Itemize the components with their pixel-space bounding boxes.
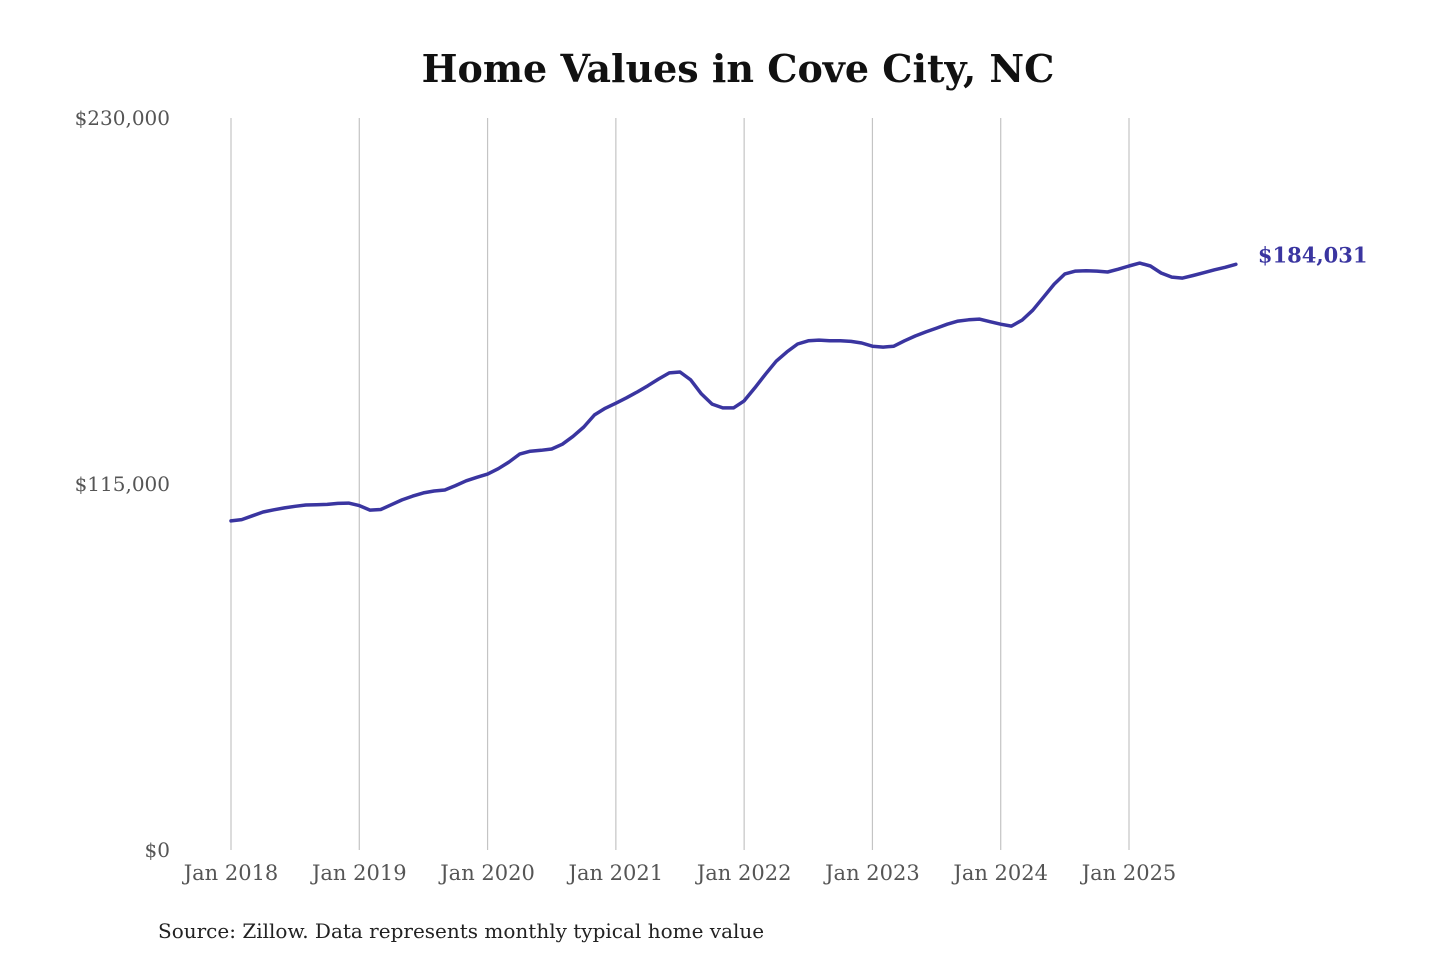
x-tick-label: Jan 2020 [438, 861, 535, 885]
y-tick-label: $115,000 [75, 472, 170, 496]
x-tick-label: Jan 2018 [182, 861, 279, 885]
x-tick-label: Jan 2025 [1080, 861, 1177, 885]
x-tick-label: Jan 2019 [310, 861, 407, 885]
gridlines [230, 118, 1130, 850]
chart-title: Home Values in Cove City, NC [422, 46, 1055, 91]
x-tick-label: Jan 2024 [951, 861, 1048, 885]
end-value-label: $184,031 [1258, 242, 1368, 267]
y-axis-ticks: $0 $115,000 $230,000 [75, 106, 170, 862]
x-tick-label: Jan 2022 [695, 861, 792, 885]
x-tick-label: Jan 2021 [567, 861, 664, 885]
series-line [229, 261, 1238, 523]
x-axis-ticks: Jan 2018 Jan 2019 Jan 2020 Jan 2021 Jan 2022… [182, 861, 1177, 885]
y-tick-label: $230,000 [75, 106, 170, 130]
y-tick-label: $0 [145, 838, 170, 862]
source-note: Source: Zillow. Data represents monthly … [158, 919, 764, 943]
x-tick-label: Jan 2023 [823, 861, 920, 885]
